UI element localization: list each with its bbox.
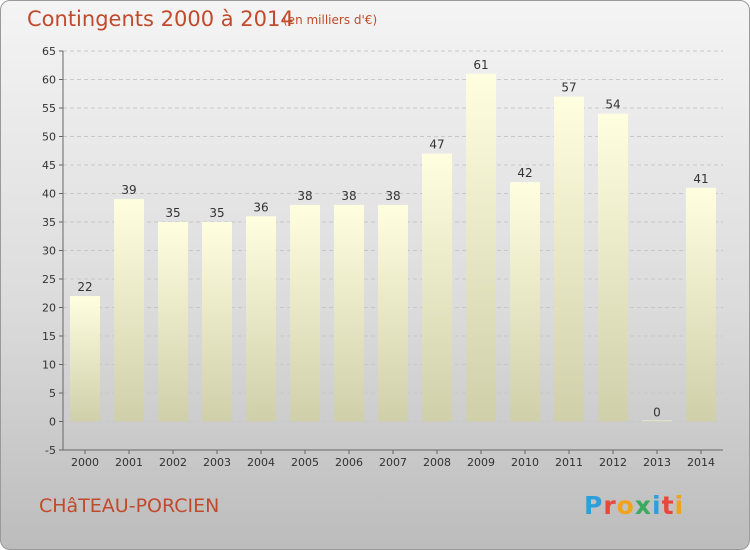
data-label: 41 <box>693 172 708 186</box>
bar <box>422 153 452 422</box>
data-label: 38 <box>297 189 312 203</box>
bar <box>378 204 408 422</box>
bar <box>70 296 100 422</box>
data-label: 39 <box>121 183 136 197</box>
y-tick-label: 45 <box>42 159 56 172</box>
logo-letter: i <box>674 491 685 520</box>
y-tick-label: 55 <box>42 102 56 115</box>
x-tick-label: 2002 <box>159 456 187 469</box>
data-label: 36 <box>253 200 268 214</box>
y-tick-label: 35 <box>42 216 56 229</box>
logo-letter: i <box>652 491 662 520</box>
bar <box>598 113 628 422</box>
commune-name: CHâTEAU-PORCIEN <box>39 495 220 517</box>
x-tick-label: 2003 <box>203 456 231 469</box>
y-tick-label: 20 <box>42 302 56 315</box>
bar <box>114 199 144 422</box>
x-tick-label: 2000 <box>71 456 99 469</box>
data-label: 35 <box>209 206 224 220</box>
data-label: 57 <box>561 81 576 95</box>
y-tick-label: 15 <box>42 330 56 343</box>
y-tick-label: 30 <box>42 245 56 258</box>
bar <box>290 204 320 422</box>
logo-letter: t <box>661 491 675 520</box>
data-label: 61 <box>473 58 488 72</box>
y-tick-label: 10 <box>42 359 56 372</box>
x-tick-label: 2006 <box>335 456 363 469</box>
data-label: 0 <box>653 406 661 420</box>
bar <box>510 182 540 422</box>
data-label: 54 <box>605 98 620 112</box>
logo-letter: x <box>634 491 652 520</box>
bar <box>158 222 188 422</box>
y-tick-label: 60 <box>42 74 56 87</box>
bar <box>334 204 364 422</box>
bar <box>246 216 276 422</box>
bar <box>202 222 232 422</box>
y-tick-label: 5 <box>49 387 56 400</box>
x-tick-label: 2014 <box>687 456 715 469</box>
bar <box>642 420 672 422</box>
y-tick-label: 40 <box>42 188 56 201</box>
x-tick-label: 2010 <box>511 456 539 469</box>
chart-title: Contingents 2000 à 2014 <box>27 7 294 31</box>
y-tick-label: 0 <box>49 416 56 429</box>
x-tick-label: 2005 <box>291 456 319 469</box>
data-label: 47 <box>429 138 444 152</box>
logo-letter: o <box>616 491 635 520</box>
x-tick-label: 2013 <box>643 456 671 469</box>
logo-letter: r <box>603 491 617 520</box>
y-tick-label: 50 <box>42 131 56 144</box>
x-tick-label: 2009 <box>467 456 495 469</box>
x-tick-label: 2012 <box>599 456 627 469</box>
data-label: 38 <box>385 189 400 203</box>
bar <box>686 187 716 422</box>
y-tick-label: -5 <box>45 444 56 457</box>
x-tick-label: 2011 <box>555 456 583 469</box>
x-tick-label: 2001 <box>115 456 143 469</box>
logo-letter: P <box>584 491 604 520</box>
x-tick-label: 2004 <box>247 456 275 469</box>
x-tick-label: 2008 <box>423 456 451 469</box>
x-tick-label: 2007 <box>379 456 407 469</box>
bar <box>554 96 584 422</box>
chart-subtitle: (en milliers d'€) <box>283 13 378 27</box>
bar <box>466 73 496 422</box>
y-tick-label: 65 <box>42 45 56 58</box>
data-label: 42 <box>517 166 532 180</box>
data-label: 22 <box>77 280 92 294</box>
y-tick-label: 25 <box>42 273 56 286</box>
data-label: 38 <box>341 189 356 203</box>
proxiti-logo: Proxiti <box>584 491 684 520</box>
data-label: 35 <box>165 206 180 220</box>
